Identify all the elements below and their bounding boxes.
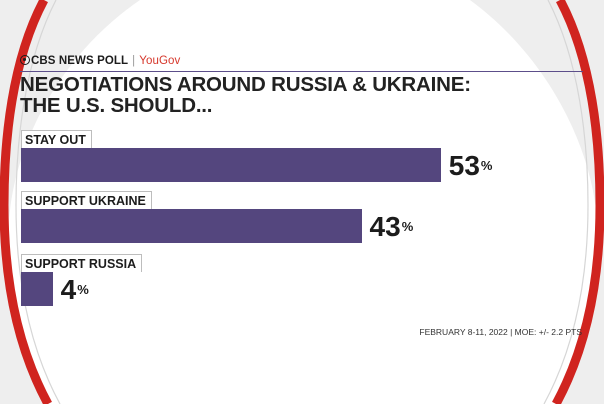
title-line-1: NEGOTIATIONS AROUND RUSSIA & UKRAINE:: [20, 73, 471, 96]
poll-footnote: FEBRUARY 8-11, 2022 | MOE: +/- 2.2 PTS: [419, 327, 582, 337]
poll-brand: CBS NEWS POLL | YouGov: [20, 55, 180, 67]
bar-label: SUPPORT RUSSIA: [21, 254, 143, 272]
chart-title: NEGOTIATIONS AROUND RUSSIA & UKRAINE: TH…: [20, 74, 580, 116]
bar: [21, 148, 441, 182]
bar-label: STAY OUT: [21, 130, 92, 148]
bar-value-label: 53%: [448, 150, 493, 181]
bar-value-label: 43%: [369, 211, 414, 242]
partner-name: YouGov: [139, 55, 181, 67]
bar-label: SUPPORT UKRAINE: [21, 191, 152, 209]
header-rule: [20, 71, 583, 72]
bar: [21, 209, 362, 243]
brand-separator: |: [132, 55, 136, 67]
network-name: CBS NEWS POLL: [31, 55, 129, 67]
title-line-2: THE U.S. SHOULD...: [20, 94, 213, 117]
cbs-eye-icon: [20, 55, 30, 65]
bar: [21, 272, 53, 306]
bar-value-label: 4%: [60, 274, 89, 305]
